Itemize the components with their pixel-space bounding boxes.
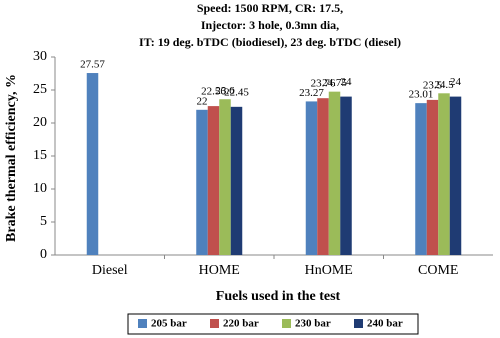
y-tick-label: 0 <box>40 247 47 262</box>
value-label: 22.56 <box>201 86 226 98</box>
y-axis-label: Brake thermal efficiency, % <box>4 74 19 242</box>
y-tick-label: 10 <box>33 181 47 196</box>
value-label: 23.01 <box>409 89 434 101</box>
bar <box>207 106 220 255</box>
legend-label: 205 bar <box>151 318 187 330</box>
chart-title: IT: 19 deg. bTDC (biodiesel), 23 deg. bT… <box>139 35 401 49</box>
bar <box>317 98 329 256</box>
x-axis-label: Fuels used in the test <box>216 289 341 304</box>
y-tick-label: 30 <box>33 49 47 64</box>
value-label: 24 <box>341 76 353 88</box>
y-tick-label: 25 <box>33 82 47 97</box>
value-label: 23.76 <box>311 78 336 90</box>
bar <box>86 73 99 256</box>
bar <box>438 93 450 255</box>
x-tick-label: HnOME <box>305 263 353 278</box>
x-tick-label: Diesel <box>92 263 128 278</box>
bar <box>230 106 243 255</box>
bar <box>305 101 318 255</box>
bar <box>340 96 352 255</box>
y-tick-label: 5 <box>40 214 47 229</box>
value-label: 27.57 <box>80 59 105 71</box>
chart-title: Injector: 3 hole, 0.3mn dia, <box>201 18 339 32</box>
bar <box>449 96 462 255</box>
value-label: 22.45 <box>224 86 249 98</box>
bar <box>196 109 208 255</box>
legend-swatch <box>282 319 291 328</box>
bar <box>426 99 439 256</box>
x-tick-label: COME <box>418 263 458 278</box>
x-tick-label: HOME <box>199 263 240 278</box>
value-label: 22 <box>197 95 208 107</box>
chart-title: Speed: 1500 RPM, CR: 17.5, <box>197 1 343 15</box>
legend-swatch <box>138 319 147 328</box>
legend-swatch <box>210 319 219 328</box>
bar <box>328 91 341 256</box>
legend-label: 220 bar <box>223 318 259 330</box>
bar <box>415 103 427 255</box>
value-label: 24.5 <box>434 79 454 91</box>
legend-box <box>127 313 419 335</box>
value-label: 24.75 <box>322 77 347 89</box>
legend-label: 230 bar <box>295 318 331 330</box>
value-label: 23.27 <box>299 87 324 99</box>
value-label: 23.6 <box>215 85 235 97</box>
legend-label: 240 bar <box>367 318 403 330</box>
legend-swatch <box>354 319 363 328</box>
bar <box>219 99 231 256</box>
value-label: 24 <box>450 76 462 88</box>
y-tick-label: 15 <box>33 148 47 163</box>
y-tick-label: 20 <box>33 115 47 130</box>
value-label: 23.5 <box>423 79 443 91</box>
